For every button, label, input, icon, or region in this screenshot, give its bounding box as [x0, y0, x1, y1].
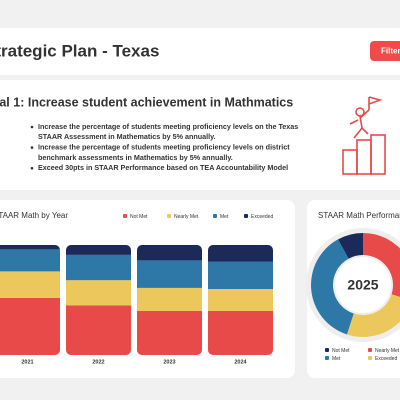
bar-segment [137, 260, 202, 288]
x-tick-label: 2021 [21, 359, 33, 365]
bar-segment [208, 261, 273, 289]
bar-segment [0, 271, 60, 298]
bar-stack [208, 245, 273, 355]
header-title: Strategic Plan - Texas [0, 41, 159, 60]
goal-card [0, 80, 400, 190]
header-card [0, 28, 400, 75]
bar-segment [137, 245, 202, 261]
legend-swatch [325, 348, 329, 352]
bar-segment [66, 305, 131, 355]
bar-segment [137, 287, 202, 311]
legend-label: Exceeded [375, 356, 397, 362]
bar-segment [208, 311, 273, 355]
bar-segment [66, 254, 131, 281]
donut-center-label: 2025 [347, 277, 378, 293]
bullet-text: STAAR Assessment in Mathematics by 5% an… [38, 132, 216, 141]
bullet-text: benchmark assessments in Mathematics by … [38, 153, 233, 162]
legend-label: Nearly Met [375, 348, 400, 354]
bar-segment [0, 297, 60, 355]
bar-stack [137, 245, 202, 355]
bullet-text: Increase the percentage of students meet… [38, 143, 290, 152]
goal-icon [342, 96, 386, 175]
legend-swatch [123, 214, 127, 218]
filter-button[interactable] [370, 41, 400, 61]
bar-segment [137, 311, 202, 355]
legend-label: Nearly Met [174, 214, 199, 220]
donut-slice [311, 239, 354, 335]
bar-stack [66, 245, 131, 355]
goal-title: Goal 1: Increase student achievement in … [0, 95, 293, 109]
donut-hole [335, 257, 391, 313]
charts: STAAR Math by Year Not Met Nearly Met Met Ex… [0, 211, 400, 365]
bar-segment [208, 245, 273, 262]
chart-title: STAAR Math Performance [318, 211, 400, 220]
legend-label: Met [332, 356, 341, 362]
legend-label: Not Met [332, 348, 350, 354]
bullet-dot [30, 146, 34, 149]
bullet-text: Exceed 30pts in STAAR Performance based … [38, 163, 288, 172]
bar-segment [208, 289, 273, 311]
chart-title: STAAR Math by Year [0, 211, 68, 220]
filter-label[interactable]: Filter [381, 47, 400, 56]
bar-segment [0, 249, 60, 272]
x-tick-label: 2024 [234, 359, 247, 365]
legend-label: Met [220, 214, 229, 220]
bullet-dot [30, 125, 34, 129]
goal-bullets: Increase the percentage of students meet… [30, 122, 298, 172]
x-tick-label: 2023 [163, 359, 175, 365]
donut-slice [346, 294, 400, 337]
bar-stack [0, 245, 60, 355]
donut-slice [337, 233, 363, 259]
legend-label: Not Met [130, 214, 148, 220]
legend-swatch [325, 356, 329, 360]
legend-swatch [213, 214, 217, 218]
bullet-dot [30, 166, 34, 170]
legend-swatch [368, 356, 372, 360]
donut-slice [363, 233, 400, 298]
bullet-text: Increase the percentage of students meet… [38, 122, 298, 131]
legend-swatch [368, 348, 372, 352]
legend-swatch [167, 214, 171, 218]
legend-swatch [244, 214, 248, 218]
x-tick-label: 2022 [92, 359, 104, 365]
bar-segment [0, 245, 60, 250]
bar-segment [66, 245, 131, 255]
bar-segment [66, 280, 131, 306]
legend-label: Exceeded [251, 214, 273, 220]
